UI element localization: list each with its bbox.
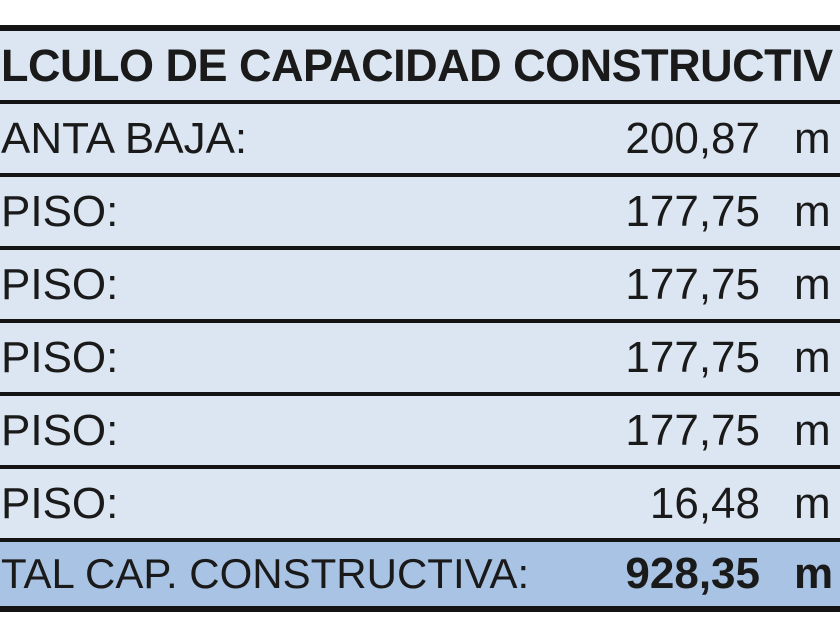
table-row: ANTA BAJA: 200,87 m — [0, 104, 840, 177]
row-label: PISO: — [1, 259, 119, 309]
table-row: PISO: 177,75 m — [0, 177, 840, 250]
table-rows: ANTA BAJA: 200,87 m PISO: 177,75 m PISO:… — [0, 104, 840, 542]
row-label: PISO: — [1, 405, 119, 455]
row-value: 177,75 — [625, 259, 760, 309]
row-label: PISO: — [1, 478, 119, 528]
table-row: PISO: 177,75 m — [0, 250, 840, 323]
row-unit: m — [794, 113, 831, 163]
row-value: 16,48 — [649, 478, 760, 528]
row-value: 177,75 — [625, 405, 760, 455]
capacity-table: LCULO DE CAPACIDAD CONSTRUCTIV ANTA BAJA… — [0, 25, 840, 612]
row-unit: m — [794, 332, 831, 382]
table-row: PISO: 177,75 m — [0, 323, 840, 396]
total-label: TAL CAP. CONSTRUCTIVA: — [1, 550, 530, 597]
row-label: PISO: — [1, 186, 119, 236]
total-value: 928,35 — [625, 549, 760, 598]
row-value: 200,87 — [625, 113, 760, 163]
total-unit: m — [794, 549, 834, 598]
table-total-row: TAL CAP. CONSTRUCTIVA: 928,35 m — [0, 542, 840, 606]
table-row: PISO: 16,48 m — [0, 469, 840, 542]
row-value: 177,75 — [625, 186, 760, 236]
table-title: LCULO DE CAPACIDAD CONSTRUCTIV — [1, 39, 833, 91]
row-unit: m — [794, 259, 831, 309]
row-unit: m — [794, 478, 831, 528]
row-label: PISO: — [1, 332, 119, 382]
row-unit: m — [794, 405, 831, 455]
row-label: ANTA BAJA: — [1, 113, 248, 163]
row-unit: m — [794, 186, 831, 236]
table-title-row: LCULO DE CAPACIDAD CONSTRUCTIV — [0, 31, 840, 104]
row-value: 177,75 — [625, 332, 760, 382]
table-row: PISO: 177,75 m — [0, 396, 840, 469]
